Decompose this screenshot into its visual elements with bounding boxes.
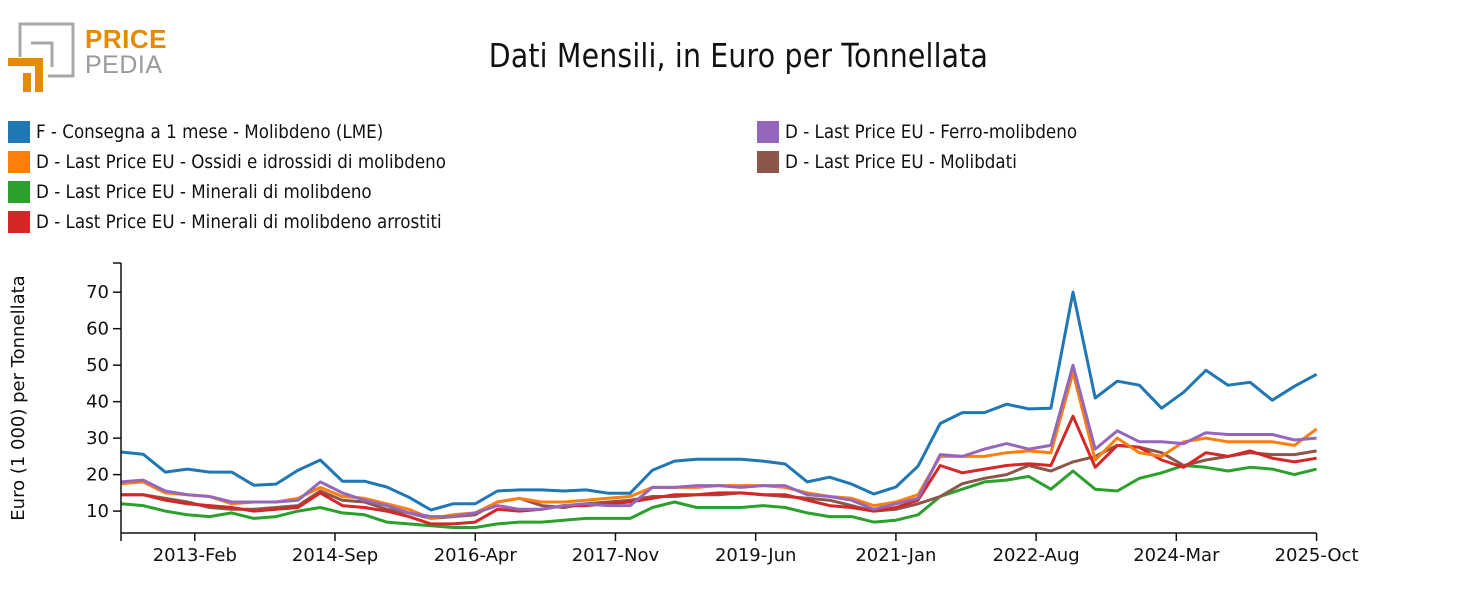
y-tick-label: 60 <box>86 319 109 340</box>
y-tick-label: 10 <box>86 501 109 522</box>
legend-label: D - Last Price EU - Ferro-molibdeno <box>785 121 1078 143</box>
logo-mark-icon <box>8 22 75 92</box>
legend-swatch <box>757 151 779 173</box>
y-tick-label: 50 <box>86 355 109 376</box>
legend-item[interactable]: D - Last Price EU - Minerali di molibden… <box>8 209 497 235</box>
legend-item[interactable]: D - Last Price EU - Ossidi e idrossidi d… <box>8 149 502 175</box>
y-tick-label: 30 <box>86 428 109 449</box>
series-line-3 <box>121 414 1317 526</box>
x-tick-label: 2021-Jan <box>855 545 936 566</box>
y-tick-label: 40 <box>86 392 109 413</box>
x-tick-label: 2024-Mar <box>1133 545 1220 566</box>
pricepedia-logo: PRICE PEDIA <box>6 22 166 94</box>
x-tick-label: 2022-Aug <box>993 545 1080 566</box>
legend-item[interactable]: D - Last Price EU - Molibdati <box>757 149 1049 175</box>
x-tick-label: 2017-Nov <box>572 545 660 566</box>
y-axis-title: Euro (1 000) per Tonnellata <box>8 275 29 520</box>
legend-label: F - Consegna a 1 mese - Molibdeno (LME) <box>36 121 384 143</box>
y-axis: 10 20 30 40 50 60 70 <box>86 262 122 533</box>
legend-label: D - Last Price EU - Molibdati <box>785 151 1017 173</box>
legend-swatch <box>757 121 779 143</box>
x-tick-label: 2025-Oct <box>1275 545 1359 566</box>
legend-swatch <box>8 121 30 143</box>
legend-item[interactable]: F - Consegna a 1 mese - Molibdeno (LME) <box>8 119 431 145</box>
y-tick-label: 20 <box>86 465 109 486</box>
x-tick-label: 2014-Sep <box>292 545 378 566</box>
series-line-0 <box>120 290 1318 512</box>
legend-swatch <box>8 151 30 173</box>
logo-text-pedia: PEDIA <box>85 51 163 79</box>
x-tick-label: 2019-Jun <box>715 545 796 566</box>
legend-item[interactable]: D - Last Price EU - Minerali di molibden… <box>8 179 417 205</box>
legend-swatch <box>8 211 30 233</box>
y-tick-label: 70 <box>86 282 109 303</box>
legend-label: D - Last Price EU - Ossidi e idrossidi d… <box>36 151 447 173</box>
series-lines <box>120 290 1318 529</box>
legend-swatch <box>8 181 30 203</box>
legend-item[interactable]: D - Last Price EU - Ferro-molibdeno <box>757 119 1117 145</box>
logo-text-price: PRICE <box>85 24 167 54</box>
series-line-4 <box>120 363 1317 519</box>
legend-label: D - Last Price EU - Minerali di molibden… <box>36 181 372 203</box>
x-tick-label: 2016-Apr <box>434 545 518 566</box>
chart-title: Dati Mensili, in Euro per Tonnellata <box>488 36 989 75</box>
x-tick-label: 2013-Feb <box>153 545 237 566</box>
x-axis: 2013-Feb 2014-Sep 2016-Apr 2017-Nov 2019-Jun… <box>120 532 1359 566</box>
legend-label: D - Last Price EU - Minerali di molibden… <box>36 211 442 233</box>
series-line-2 <box>120 464 1317 529</box>
